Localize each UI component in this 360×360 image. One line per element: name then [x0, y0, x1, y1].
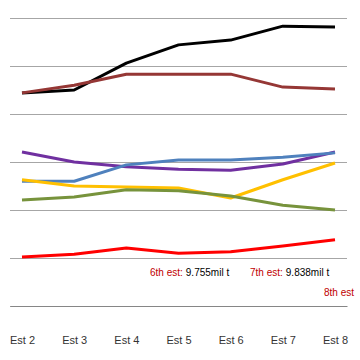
x-axis-line: [11, 306, 348, 307]
annotation: 8th est: [324, 287, 354, 298]
x-axis: Est 2 Est 3 Est 4 Est 5 Est 6 Est 7 Est 8: [10, 306, 348, 346]
x-tick-label: Est 2: [10, 334, 35, 346]
x-tick-label: Est 6: [219, 334, 244, 346]
x-tick-label: Est 3: [62, 334, 87, 346]
x-tick: Est 3: [62, 306, 87, 346]
series-line: [22, 26, 335, 93]
chart: Est 2 Est 3 Est 4 Est 5 Est 6 Est 7 Est 8 6th e…: [0, 0, 360, 360]
x-tick-label: Est 7: [271, 334, 296, 346]
annotation-label: 7th est:: [250, 267, 283, 278]
grid: [10, 18, 347, 306]
lines: [22, 26, 335, 257]
grid-line: [10, 210, 347, 211]
x-tick: Est 7: [271, 306, 296, 346]
x-tick: Est 6: [219, 306, 244, 346]
annotations: 6th est:9.755mil t 7th est:9.838mil t 8th …: [150, 267, 354, 298]
series-line: [22, 74, 335, 93]
annotation-label: 6th est:: [150, 267, 183, 278]
grid-line: [10, 306, 347, 307]
annotation-value: 9.838mil t: [286, 267, 330, 278]
series-line: [22, 190, 335, 210]
grid-line: [10, 66, 347, 67]
x-tick: Est 8: [323, 306, 348, 346]
annotation: 6th est:9.755mil t: [150, 267, 229, 278]
grid-line: [10, 258, 347, 259]
x-tick-label: Est 8: [323, 334, 348, 346]
series-line: [22, 240, 335, 257]
annotation-value: 9.755mil t: [186, 267, 230, 278]
grid-line: [10, 114, 347, 115]
grid-line: [10, 18, 347, 19]
x-tick: Est 5: [166, 306, 191, 346]
x-tick-label: Est 4: [114, 334, 139, 346]
x-tick: Est 4: [114, 306, 139, 346]
series-line: [22, 163, 335, 198]
x-tick-label: Est 5: [166, 334, 191, 346]
x-tick: Est 2: [10, 306, 35, 346]
annotation-label: 8th est: [324, 287, 354, 298]
annotation: 7th est:9.838mil t: [250, 267, 329, 278]
